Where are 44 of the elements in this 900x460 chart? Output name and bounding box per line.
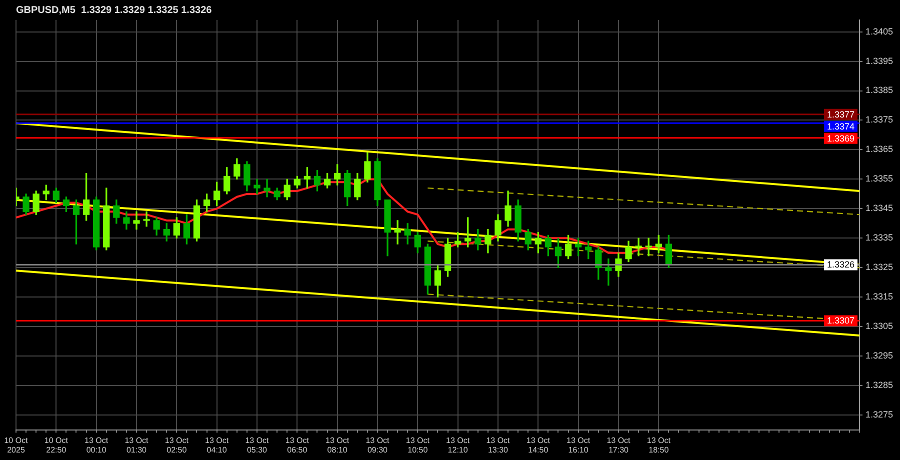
- candlestick: [264, 178, 270, 198]
- x-tick-label: 10 Oct 2025: [4, 436, 29, 454]
- y-tick-label: 1.3395: [865, 56, 894, 66]
- candlestick: [254, 178, 260, 194]
- ref-line-label: 1.3369: [826, 133, 854, 144]
- x-tick-label: 13 Oct 04:10: [205, 436, 230, 454]
- y-tick-label: 1.3305: [865, 321, 894, 332]
- x-tick-label: 13 Oct 09:30: [366, 436, 390, 454]
- ref-line-label: 1.3326: [826, 260, 854, 270]
- y-tick-label: 1.3285: [865, 380, 894, 390]
- x-tick-label: 13 Oct 08:10: [326, 436, 350, 454]
- x-tick-label: 13 Oct 13:30: [486, 436, 511, 454]
- x-tick-label: 13 Oct 14:50: [526, 436, 551, 454]
- candlestick: [605, 258, 612, 286]
- x-tick-label: 13 Oct 02:50: [164, 436, 190, 454]
- x-tick-label: 13 Oct 10:50: [406, 436, 430, 454]
- y-tick-label: 1.3405: [865, 26, 894, 36]
- x-tick-label: 13 Oct 05:30: [245, 436, 270, 454]
- y-tick-label: 1.3315: [865, 292, 894, 302]
- x-tick-label: 13 Oct 00:10: [84, 436, 109, 454]
- ref-line-label: 1.3377: [826, 109, 854, 120]
- x-tick-label: 13 Oct 18:50: [646, 436, 672, 454]
- ref-line-label: 1.3307: [826, 316, 854, 326]
- y-tick-label: 1.3375: [865, 114, 894, 125]
- x-tick-label: 13 Oct 01:30: [124, 436, 150, 454]
- candlestick: [394, 220, 401, 244]
- y-tick-label: 1.3275: [865, 410, 894, 420]
- x-tick-label: 10 Oct 22:50: [44, 436, 69, 454]
- y-tick-label: 1.3335: [865, 232, 894, 243]
- candlestick: [143, 211, 150, 227]
- y-tick-label: 1.3295: [865, 350, 894, 361]
- ref-line-label: 1.3374: [826, 121, 854, 132]
- x-tick-label: 13 Oct 12:10: [446, 436, 470, 454]
- y-tick-label: 1.3385: [865, 85, 894, 96]
- candlestick: [635, 238, 642, 256]
- x-tick-label: 13 Oct 06:50: [285, 436, 310, 454]
- y-tick-label: 1.3365: [865, 144, 894, 154]
- candlestick: [133, 211, 140, 230]
- y-tick-label: 1.3325: [865, 262, 894, 272]
- y-tick-label: 1.3355: [865, 174, 894, 184]
- x-tick-label: 13 Oct 16:10: [566, 436, 591, 454]
- chart-title: GBPUSD,M5 1.3329 1.3329 1.3325 1.3326: [16, 4, 212, 16]
- x-tick-label: 13 Oct 17:30: [606, 436, 632, 454]
- y-tick-label: 1.3345: [865, 203, 894, 214]
